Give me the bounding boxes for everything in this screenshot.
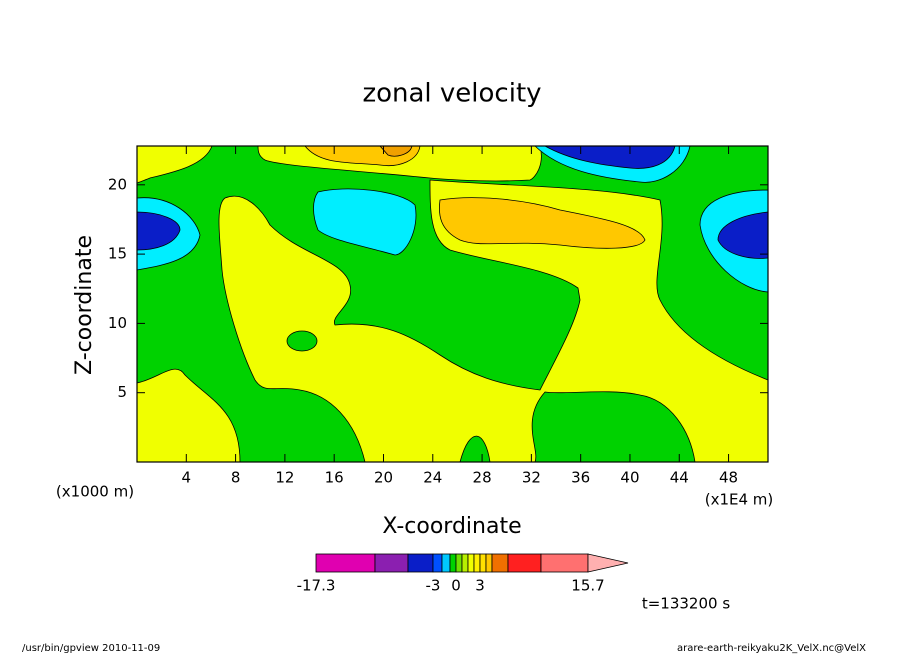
x-unit: (x1E4 m) — [705, 491, 774, 509]
colorbar-segment — [374, 553, 409, 573]
y-tick-label: 10 — [108, 314, 127, 332]
colorbar-segment — [540, 553, 589, 573]
contour-fill — [218, 179, 769, 463]
contour-fill — [717, 211, 769, 259]
footer-left: /usr/bin/gpview 2010-11-09 — [22, 643, 160, 654]
x-tick-label: 20 — [374, 469, 393, 487]
colorbar-tick-label: 15.7 — [571, 577, 604, 595]
colorbar-segment — [507, 553, 542, 573]
x-axis-label: X-coordinate — [382, 514, 521, 539]
contour-fill — [439, 197, 646, 249]
x-tick-label: 44 — [670, 469, 689, 487]
colorbar-segment — [479, 553, 487, 573]
time-label: t=133200 s — [642, 595, 730, 613]
y-tick-label: 5 — [117, 383, 127, 401]
x-tick-label: 24 — [423, 469, 442, 487]
footer-right: arare-earth-reikyaku2K_VelX.nc@VelX — [677, 643, 866, 654]
contour-fill — [136, 368, 241, 463]
y-tick-label: 15 — [108, 245, 127, 263]
colorbar-extend — [587, 553, 629, 573]
contour-fill — [136, 211, 181, 251]
x-tick-label: 40 — [620, 469, 639, 487]
x-tick-label: 36 — [571, 469, 590, 487]
x-tick-label: 32 — [522, 469, 541, 487]
colorbar-tick-label: 0 — [451, 577, 461, 595]
y-axis-label: Z-coordinate — [72, 235, 97, 375]
colorbar-tick-label: -3 — [426, 577, 441, 595]
colorbar-segment — [315, 553, 376, 573]
x-tick-label: 12 — [275, 469, 294, 487]
x-tick-label: 4 — [182, 469, 192, 487]
chart-title: zonal velocity — [362, 79, 541, 109]
y-tick-label: 20 — [108, 175, 127, 193]
x-tick-label: 28 — [473, 469, 492, 487]
x-tick-label: 8 — [231, 469, 241, 487]
contour-fill — [286, 330, 318, 352]
plot-frame — [136, 145, 769, 463]
colorbar-tick-label: 3 — [475, 577, 485, 595]
colorbar-tick-label: -17.3 — [297, 577, 336, 595]
contour-field — [136, 145, 769, 463]
colorbar-segment — [441, 553, 451, 573]
colorbar-segment — [432, 553, 443, 573]
colorbar-segment — [491, 553, 509, 573]
contour-fill — [313, 188, 417, 256]
colorbar-segment — [485, 553, 493, 573]
x-unit-left: (x1000 m) — [56, 483, 134, 501]
colorbar-segment — [407, 553, 434, 573]
colorbar-segment — [461, 553, 469, 573]
x-tick-label: 48 — [719, 469, 738, 487]
contour-fill — [543, 145, 676, 169]
x-tick-label: 16 — [325, 469, 344, 487]
colorbar-segment — [467, 553, 475, 573]
colorbar-segment — [449, 553, 457, 573]
contour-fill — [136, 145, 213, 184]
colorbar-segment — [455, 553, 463, 573]
colorbar-segment — [473, 553, 481, 573]
